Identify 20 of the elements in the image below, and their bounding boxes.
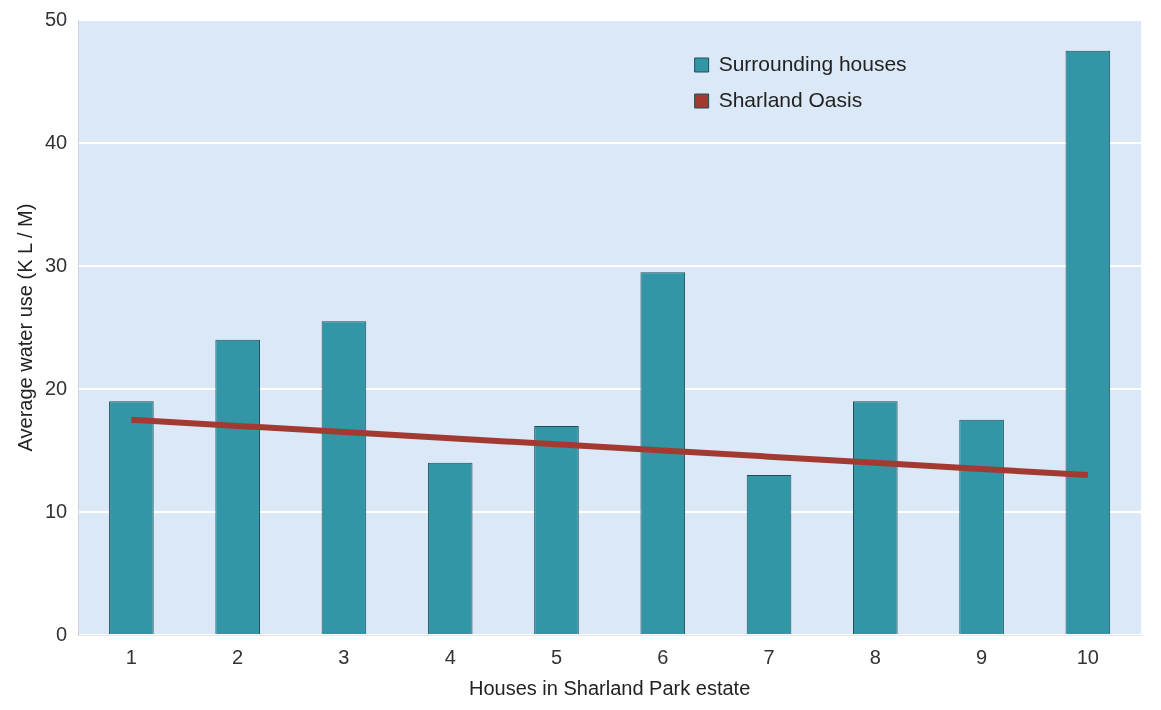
x-tick-label: 7 (763, 645, 775, 668)
x-tick-label: 5 (550, 645, 563, 668)
x-axis-title: Houses in Sharland Park estate (468, 676, 751, 699)
y-tick-label: 30 (45, 253, 68, 276)
x-tick-label: 2 (232, 645, 244, 668)
x-tick-label: 8 (869, 645, 881, 668)
y-tick-label: 40 (45, 130, 68, 153)
x-tick-label: 6 (657, 645, 669, 668)
legend-label: Surrounding houses (718, 51, 907, 75)
legend-label: Sharland Oasis (718, 87, 863, 111)
y-tick-label: 10 (45, 499, 68, 522)
y-tick-label: 50 (45, 7, 68, 30)
x-tick-label: 10 (1076, 645, 1099, 668)
x-tick-label: 9 (976, 645, 988, 668)
x-tick-label: 1 (125, 645, 137, 668)
x-tick-label: 3 (338, 645, 350, 668)
y-tick-label: 20 (45, 376, 68, 399)
x-tick-label: 4 (444, 645, 456, 668)
y-tick-label: 0 (56, 622, 68, 645)
y-axis-title: Average water use (K L / M) (13, 203, 36, 452)
